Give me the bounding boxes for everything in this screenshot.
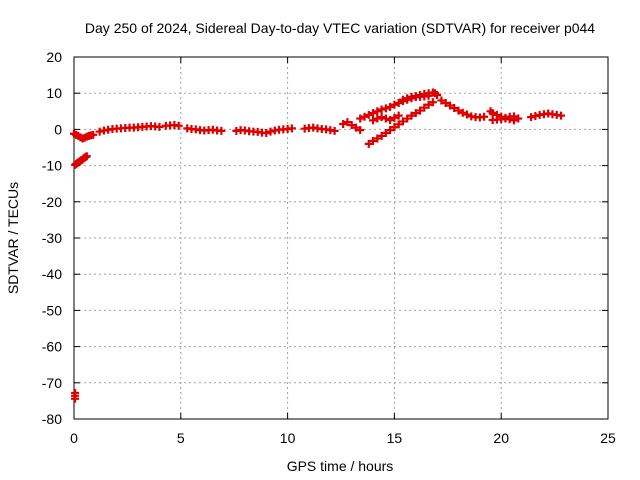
data-point <box>398 117 407 126</box>
data-point <box>369 109 378 118</box>
data-point <box>390 113 399 122</box>
data-point <box>381 129 390 138</box>
y-tick-label: 10 <box>46 85 62 101</box>
data-point <box>89 130 98 139</box>
data-point <box>373 114 382 123</box>
data-point <box>390 100 399 109</box>
data-point <box>394 111 403 120</box>
data-point <box>262 129 271 138</box>
data-point <box>373 134 382 143</box>
data-point <box>420 103 429 112</box>
axis-ticks: 0 5 10 15 20 25 20 10 0 -10 -20 -30 -40 -50 -60 -70 -80 <box>42 49 616 446</box>
data-point <box>394 98 403 107</box>
data-point <box>71 394 80 403</box>
data-point <box>364 110 373 119</box>
x-tick-label: 25 <box>600 430 616 446</box>
y-tick-label: -80 <box>42 411 62 427</box>
y-tick-label: -50 <box>42 302 62 318</box>
data-point <box>330 126 339 135</box>
data-point <box>373 107 382 116</box>
data-point <box>343 118 352 127</box>
data-point <box>287 124 296 133</box>
data-point <box>416 106 425 115</box>
data-points <box>70 88 566 403</box>
chart-title: Day 250 of 2024, Sidereal Day-to-day VTE… <box>85 20 595 36</box>
y-axis-title: SDTVAR / TECUs <box>5 182 21 294</box>
data-point <box>394 120 403 129</box>
data-point <box>351 123 360 132</box>
data-point <box>557 111 566 120</box>
data-point <box>407 111 416 120</box>
data-point <box>450 104 459 113</box>
data-point <box>369 136 378 145</box>
data-point <box>339 119 348 128</box>
data-point <box>369 116 378 125</box>
data-point <box>463 110 472 119</box>
data-point <box>458 108 467 117</box>
data-point <box>510 112 519 121</box>
x-tick-label: 15 <box>387 430 403 446</box>
data-point <box>364 139 373 148</box>
data-point <box>403 114 412 123</box>
y-tick-label: -70 <box>42 375 62 391</box>
x-axis-title: GPS time / hours <box>287 458 394 474</box>
data-point <box>381 104 390 113</box>
data-point <box>174 121 183 130</box>
data-point <box>386 126 395 135</box>
data-point <box>454 106 463 115</box>
data-point <box>386 102 395 111</box>
x-tick-label: 20 <box>493 430 509 446</box>
x-tick-label: 10 <box>280 430 296 446</box>
y-tick-label: -20 <box>42 194 62 210</box>
y-tick-label: -60 <box>42 339 62 355</box>
x-tick-label: 5 <box>177 430 185 446</box>
y-tick-label: 20 <box>46 49 62 65</box>
data-point <box>398 95 407 104</box>
data-point <box>428 98 437 107</box>
y-tick-label: -10 <box>42 158 62 174</box>
data-point <box>488 109 497 118</box>
data-point <box>82 152 91 161</box>
y-tick-label: -40 <box>42 266 62 282</box>
data-point <box>217 126 226 135</box>
x-tick-label: 0 <box>70 430 78 446</box>
data-point <box>360 112 369 121</box>
data-point <box>411 109 420 118</box>
data-point <box>445 101 454 110</box>
data-point <box>386 115 395 124</box>
data-point <box>424 100 433 109</box>
data-point <box>356 126 365 135</box>
data-point <box>377 131 386 140</box>
data-point <box>390 123 399 132</box>
y-tick-label: -30 <box>42 230 62 246</box>
data-point <box>437 96 446 105</box>
data-point <box>433 91 442 100</box>
data-point <box>514 114 523 123</box>
data-point <box>356 114 365 123</box>
grid <box>74 57 608 419</box>
data-point <box>347 121 356 130</box>
data-point <box>480 112 489 121</box>
data-point <box>441 98 450 107</box>
y-tick-label: 0 <box>54 121 62 137</box>
data-point <box>377 113 386 122</box>
data-point <box>403 94 412 103</box>
data-point <box>381 114 390 123</box>
data-point <box>497 115 506 124</box>
